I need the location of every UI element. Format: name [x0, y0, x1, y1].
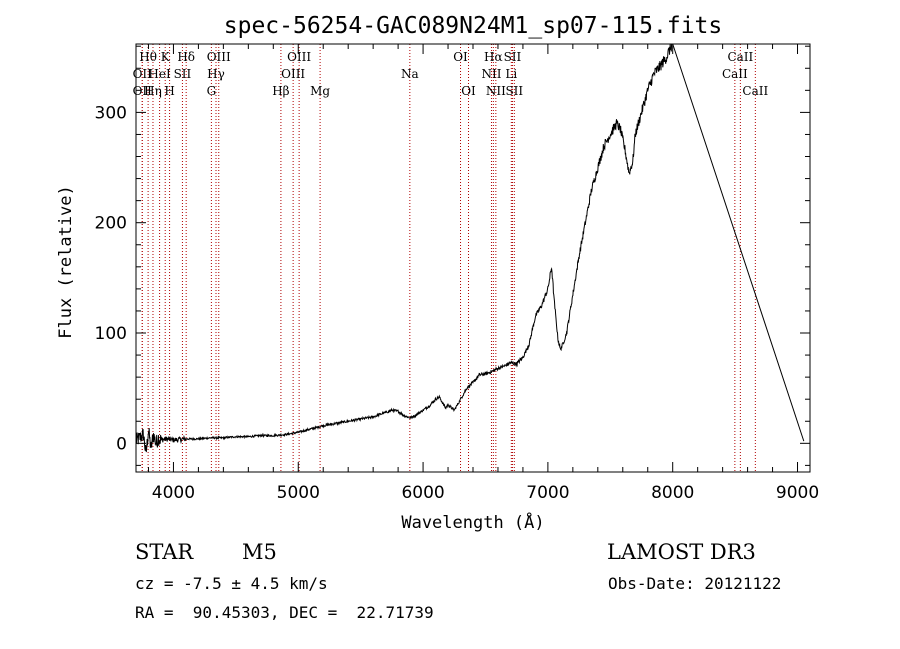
line-label-25: CaII: [722, 67, 748, 81]
line-label-2: Hθ: [139, 50, 157, 64]
line-label-8: Hδ: [177, 50, 195, 64]
line-label-0: OII: [133, 67, 153, 81]
x-tick-label-3: 7000: [526, 483, 569, 503]
line-label-9: G: [207, 84, 217, 98]
y-tick-label-2: 200: [95, 214, 127, 234]
observation-date: Obs-Date: 20121122: [608, 574, 782, 593]
object-subclass: M5: [242, 540, 277, 564]
line-label-18: OI: [461, 84, 476, 98]
line-label-23: SII: [504, 50, 522, 64]
line-label-17: OI: [453, 50, 468, 64]
line-label-5: K: [161, 50, 171, 64]
line-label-7: SII: [174, 67, 192, 81]
x-tick-label-5: 9000: [776, 483, 819, 503]
line-label-4: HeI: [148, 67, 171, 81]
coordinates: RA = 90.45303, DEC = 22.71739: [135, 603, 434, 622]
line-label-15: Mg: [310, 84, 330, 98]
y-tick-label-1: 100: [95, 324, 127, 344]
line-labels-layer: OIIOIIHθHηHeIKHSIIHδGHγOIIIHβOIIIOIIIMgN…: [133, 50, 769, 98]
x-axis-label: Wavelength (Å): [401, 511, 544, 533]
data-layer: [135, 43, 805, 453]
line-label-13: OIII: [281, 67, 305, 81]
line-label-26: CaII: [727, 50, 753, 64]
line-label-11: OIII: [207, 50, 231, 64]
object-class: STAR: [135, 540, 194, 564]
y-tick-label-0: 0: [116, 434, 127, 454]
line-label-1: OII: [133, 84, 153, 98]
y-tick-label-3: 300: [95, 103, 127, 123]
line-label-24: SII: [505, 84, 523, 98]
axis-ticks-layer: 4000 5000 6000 7000 8000 9000 0 100 200 300: [95, 44, 819, 503]
line-label-27: CaII: [742, 84, 768, 98]
line-label-22: Li: [505, 67, 517, 81]
line-label-6: H: [164, 84, 174, 98]
x-tick-label-0: 4000: [152, 483, 195, 503]
line-label-10: Hγ: [207, 67, 225, 81]
line-label-12: Hβ: [272, 84, 289, 98]
y-axis-label: Flux (relative): [56, 185, 76, 339]
line-label-3: Hη: [144, 84, 162, 98]
redshift-velocity: cz = -7.5 ± 4.5 km/s: [135, 574, 328, 593]
chart-title: spec-56254-GAC089N24M1_sp07-115.fits: [224, 13, 723, 39]
spectrum-series-line: [135, 43, 805, 453]
line-label-19: NII: [481, 67, 501, 81]
line-label-21: NII: [486, 84, 506, 98]
line-label-14: OIII: [287, 50, 311, 64]
line-label-20: Hα: [484, 50, 503, 64]
x-tick-label-4: 8000: [651, 483, 694, 503]
x-tick-label-2: 6000: [401, 483, 444, 503]
survey-name: LAMOST DR3: [607, 540, 756, 564]
x-tick-label-1: 5000: [277, 483, 320, 503]
line-label-16: Na: [401, 67, 419, 81]
emission-lines-layer: [141, 44, 756, 472]
plot-frame: [135, 43, 811, 473]
